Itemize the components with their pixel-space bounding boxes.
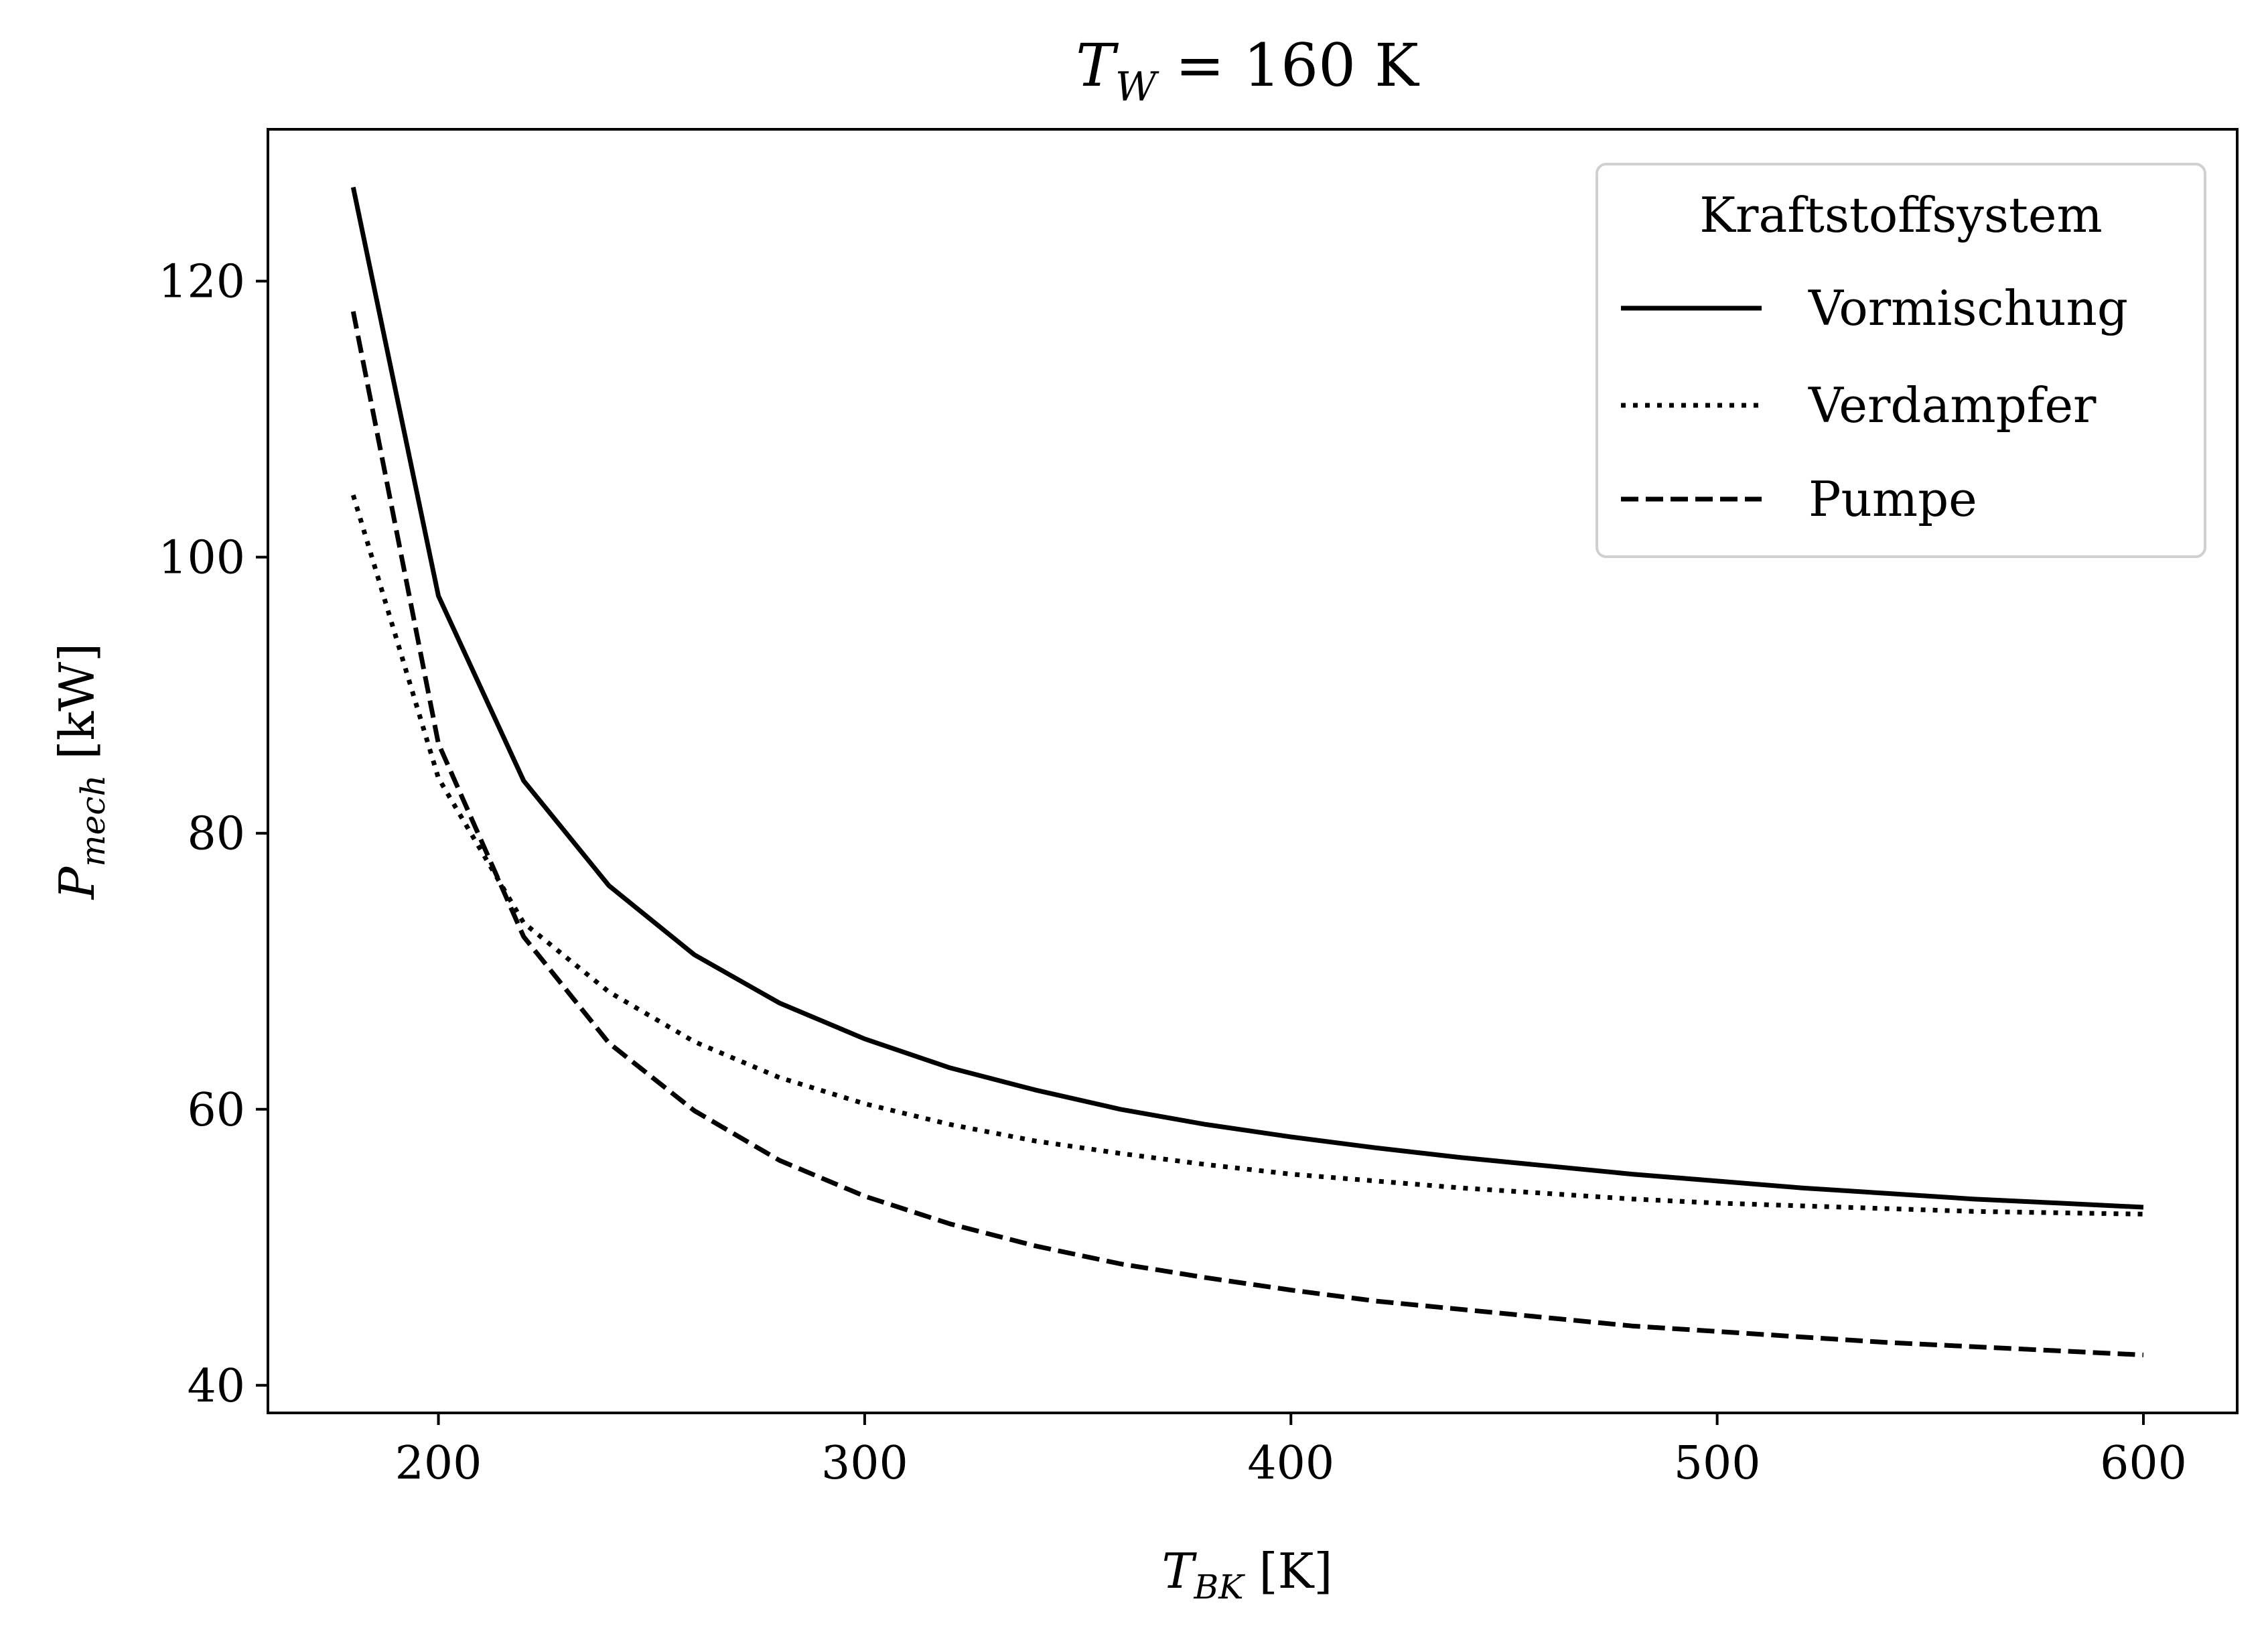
legend-label-pumpe: Pumpe [1809, 471, 1977, 527]
legend-title: Kraftstoffsystem [1699, 187, 2103, 243]
series-line-vormischung [350, 186, 2144, 1210]
series-lines [350, 186, 2144, 1357]
y-axis-label: Pmech [kW] [49, 643, 113, 900]
x-tick-label: 500 [1674, 1437, 1761, 1490]
x-tick-label: 300 [821, 1437, 908, 1490]
y-tick-label: 80 [187, 808, 245, 861]
series-line-verdampfer [350, 494, 2144, 1217]
chart-title: TW = 160 K [1076, 31, 1420, 111]
y-tick-label: 120 [158, 256, 245, 309]
legend: Kraftstoffsystem Vormischung Verdampfer … [1596, 163, 2206, 558]
x-axis-label: TBK [K] [1162, 1543, 1333, 1607]
x-tick-label: 200 [395, 1437, 482, 1490]
legend-box [1596, 163, 2206, 558]
plot-frame [267, 128, 2239, 1414]
x-tick-label: 400 [1247, 1437, 1334, 1490]
x-tick-label: 600 [2100, 1437, 2187, 1490]
y-tick-label: 40 [187, 1360, 245, 1413]
legend-label-vormischung: Vormischung [1808, 280, 2128, 336]
y-tick-label: 100 [158, 532, 245, 585]
axis-ticks: 200 300 400 500 600 40 60 80 100 120 [158, 256, 2187, 1490]
legend-label-verdampfer: Verdampfer [1808, 377, 2097, 433]
y-tick-label: 60 [187, 1084, 245, 1137]
